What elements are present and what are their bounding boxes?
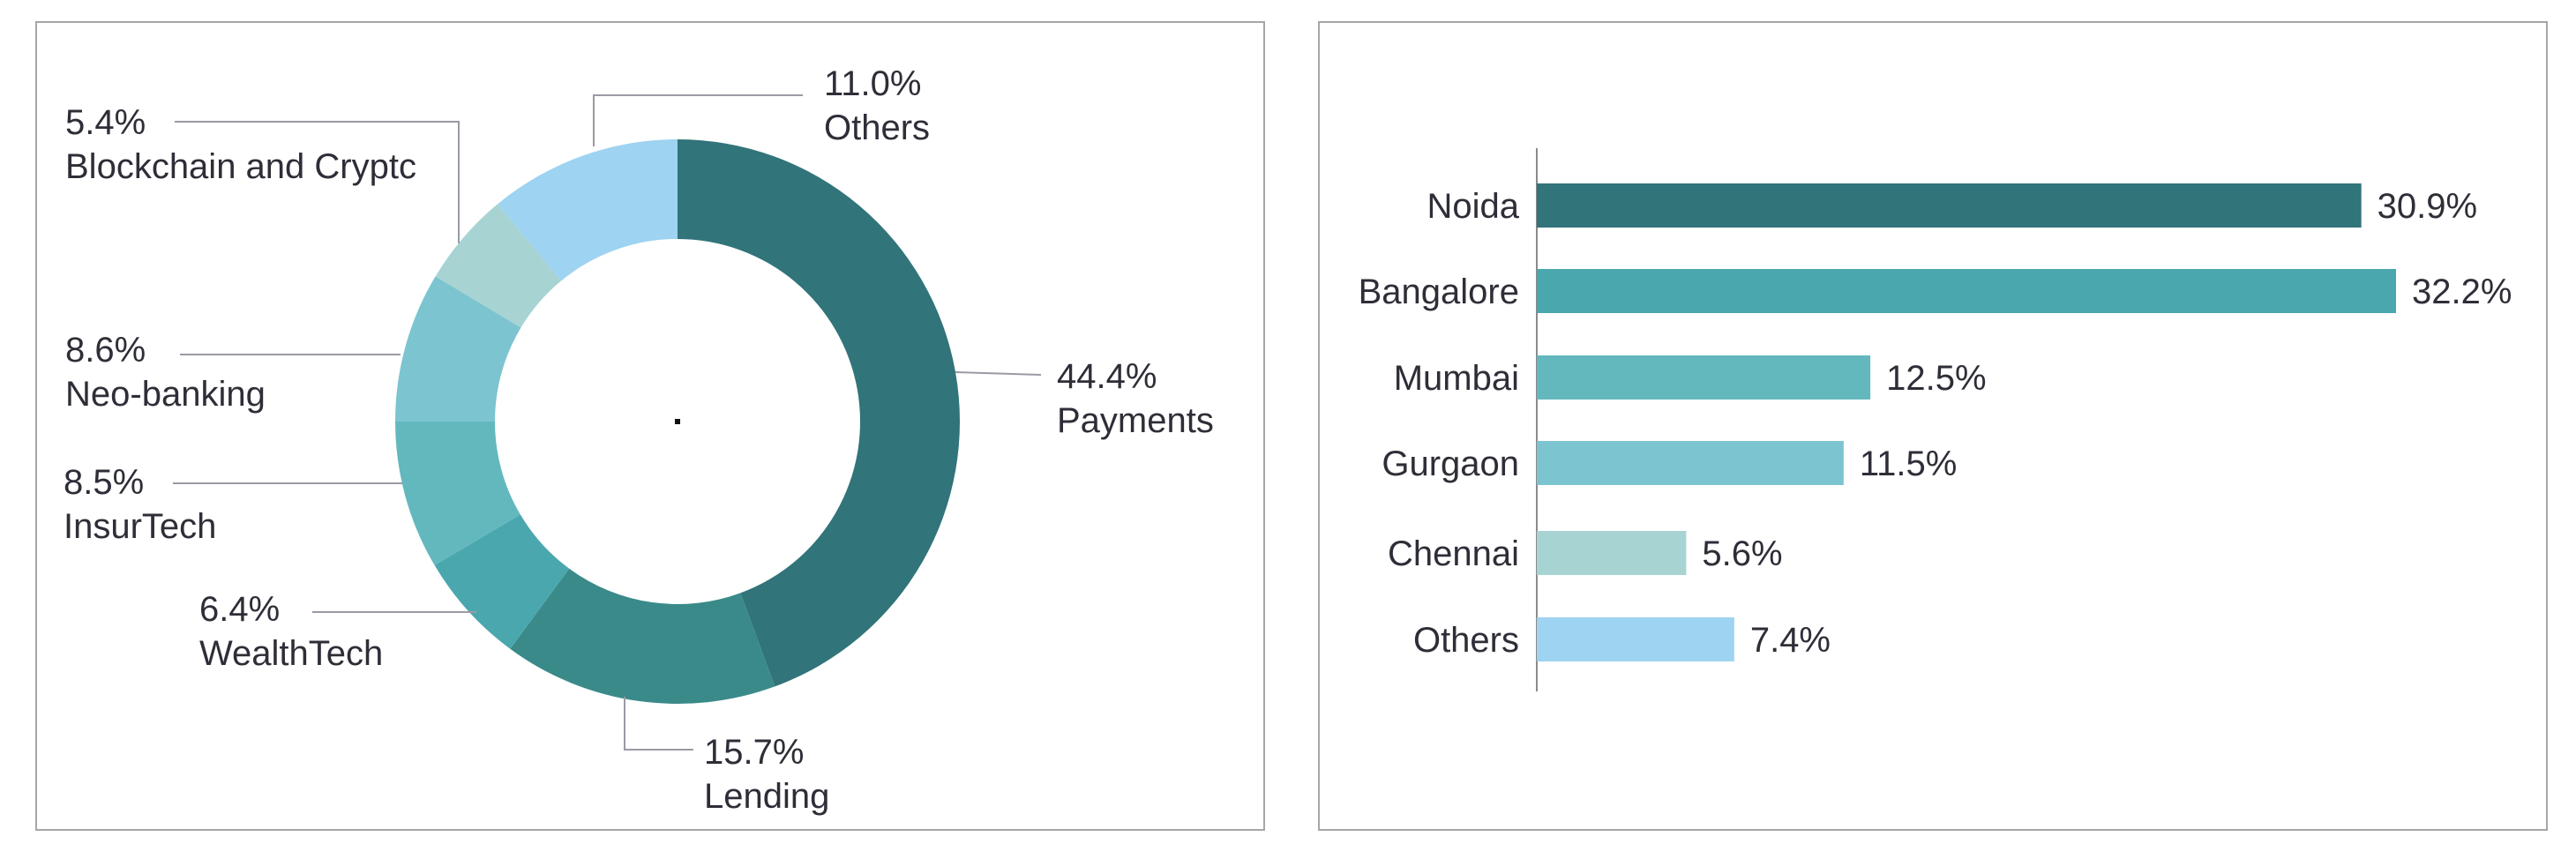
- tick-label-others: Others: [1413, 621, 1519, 660]
- donut-slice-lending: [510, 568, 775, 704]
- value-label-wealthtech: 6.4%: [199, 590, 280, 629]
- value-label-lending: 15.7%: [704, 733, 804, 772]
- category-label-neo-banking: Neo-banking: [65, 375, 266, 414]
- category-label-wealthtech: WealthTech: [199, 634, 383, 673]
- donut-slice-insurtech: [395, 422, 520, 565]
- tick-label-gurgaon: Gurgaon: [1382, 444, 1519, 483]
- leader-line-payments: [955, 370, 1042, 376]
- donut-slice-others: [498, 139, 678, 281]
- bar-bangalore: [1537, 269, 2396, 313]
- value-label-payments: 44.4%: [1057, 357, 1157, 396]
- data-label-gurgaon: 11.5%: [1860, 444, 1957, 483]
- bar-others: [1537, 617, 1734, 661]
- tick-label-chennai: Chennai: [1388, 534, 1519, 573]
- donut-slice-wealthtech: [434, 514, 570, 649]
- donut-chart: 44.4% Payments 15.7% Lending 6.4% WealthTech 8…: [64, 64, 1214, 816]
- leader-line-lending: [624, 697, 693, 751]
- value-label-blockchain-and-cryptc: 5.4%: [65, 103, 146, 142]
- tick-label-mumbai: Mumbai: [1394, 359, 1519, 398]
- category-label-insurtech: InsurTech: [64, 507, 216, 546]
- donut-slice-payments: [678, 139, 960, 687]
- donut-slice-neo-banking: [395, 276, 521, 422]
- value-label-insurtech: 8.5%: [64, 463, 144, 502]
- bar-chart: Noida 30.9% Bangalore 32.2% Mumbai 12.5% Gurga…: [1359, 148, 2512, 691]
- donut-slice-blockchain-and-cryptc: [435, 204, 562, 328]
- category-label-blockchain-and-cryptc: Blockchain and Cryptc: [65, 147, 416, 186]
- value-label-neo-banking: 8.6%: [65, 331, 146, 370]
- tick-label-noida: Noida: [1427, 187, 1519, 226]
- donut-center-mark: [675, 419, 680, 424]
- bar-mumbai: [1537, 355, 1871, 400]
- data-label-others: 7.4%: [1750, 621, 1831, 660]
- category-label-payments: Payments: [1057, 401, 1214, 440]
- tick-label-bangalore: Bangalore: [1359, 273, 1519, 311]
- bar-gurgaon: [1537, 441, 1844, 485]
- category-label-lending: Lending: [704, 777, 829, 816]
- value-label-others: 11.0%: [824, 64, 921, 103]
- leader-line-blockchain-and-cryptc: [175, 121, 460, 243]
- data-label-bangalore: 32.2%: [2412, 273, 2512, 311]
- bar-chart-panel: [1318, 21, 2548, 831]
- data-label-chennai: 5.6%: [1702, 534, 1782, 573]
- data-label-noida: 30.9%: [2378, 187, 2477, 226]
- bar-noida: [1537, 183, 2362, 228]
- leader-line-others: [593, 94, 803, 146]
- category-label-others: Others: [824, 108, 930, 147]
- data-label-mumbai: 12.5%: [1886, 359, 1986, 398]
- bar-chennai: [1537, 531, 1687, 575]
